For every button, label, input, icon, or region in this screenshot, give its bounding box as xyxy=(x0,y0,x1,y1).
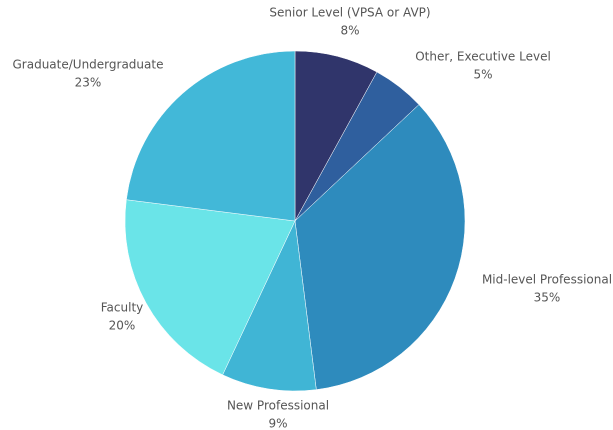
slice-value-label: 35% xyxy=(534,291,561,305)
slice-value-label: 20% xyxy=(109,319,136,333)
pie-slice xyxy=(126,50,296,222)
slice-value-label: 9% xyxy=(268,417,287,430)
pie-slice xyxy=(124,199,296,376)
slice-value-label: 8% xyxy=(340,24,359,38)
slice-value-label: 23% xyxy=(75,76,102,90)
slice-label: New Professional xyxy=(227,399,329,413)
slice-label: Graduate/Undergraduate xyxy=(13,58,164,72)
slice-label: Faculty xyxy=(101,301,144,315)
pie-slice xyxy=(222,220,317,392)
pie-slice xyxy=(294,104,466,390)
slice-value-label: 5% xyxy=(473,68,492,82)
slice-label: Mid-level Professional xyxy=(482,273,612,287)
slice-label: Other, Executive Level xyxy=(415,50,551,64)
slice-label: Senior Level (VPSA or AVP) xyxy=(269,6,430,20)
